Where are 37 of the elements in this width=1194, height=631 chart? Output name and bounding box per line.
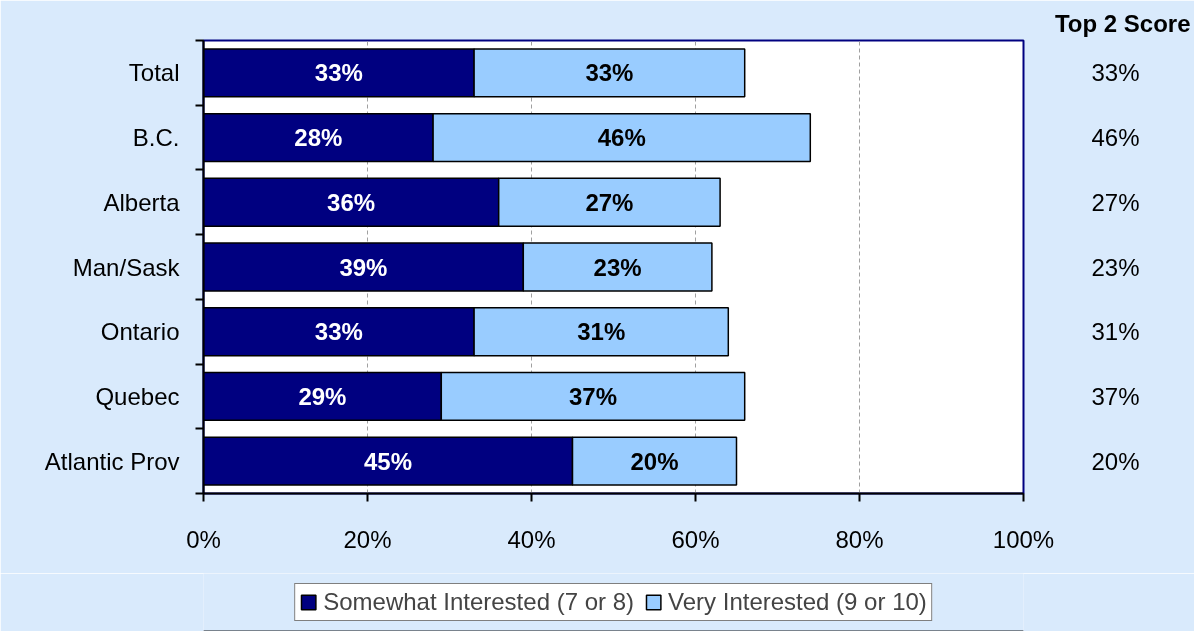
annotation: 37% bbox=[568, 382, 618, 410]
y-tick-label: Ontario bbox=[100, 318, 180, 346]
data-label: 39% bbox=[339, 253, 388, 281]
legend-label: Very Interested (9 or 10) bbox=[668, 588, 927, 616]
data-label: 46% bbox=[1091, 124, 1140, 152]
data-label: 33% bbox=[314, 59, 363, 87]
annotation: 20% bbox=[630, 447, 679, 475]
y-tick-label: B.C. bbox=[132, 124, 180, 152]
x-tick-label: 20% bbox=[343, 525, 392, 553]
data-label: 37% bbox=[1091, 382, 1140, 410]
y-tick-label: Atlantic Prov bbox=[44, 447, 180, 475]
data-label: 33% bbox=[314, 318, 363, 346]
text: Top 2 Score bbox=[1054, 9, 1191, 37]
data-label: 36% bbox=[327, 188, 376, 216]
y-tick-label: Quebec bbox=[95, 382, 180, 410]
annotation: 33% bbox=[585, 59, 634, 87]
annotation: 46% bbox=[597, 124, 646, 152]
y-tick-label: Alberta bbox=[103, 188, 181, 216]
x-tick-label: 0% bbox=[186, 525, 221, 553]
y-tick-label: Total bbox=[128, 59, 180, 87]
y-tick-label: Man/Sask bbox=[72, 253, 181, 281]
x-tick-label: 60% bbox=[671, 525, 720, 553]
x-tick-label: 100% bbox=[992, 525, 1055, 553]
data-label: 33% bbox=[1091, 59, 1140, 87]
annotation: 27% bbox=[585, 188, 634, 216]
legend-label: Somewhat Interested (7 or 8) bbox=[323, 588, 635, 616]
data-label: 27% bbox=[1091, 188, 1140, 216]
annotation: 31% bbox=[577, 318, 626, 346]
data-label: 23% bbox=[1091, 253, 1140, 281]
data-label: 31% bbox=[1091, 318, 1140, 346]
data-label: 29% bbox=[298, 382, 347, 410]
x-tick-label: 80% bbox=[835, 525, 884, 553]
data-label: 20% bbox=[1091, 447, 1140, 475]
data-label: 45% bbox=[363, 447, 413, 475]
data-label: 28% bbox=[294, 124, 343, 152]
annotation: 23% bbox=[593, 253, 642, 281]
x-tick-label: 40% bbox=[507, 525, 556, 553]
